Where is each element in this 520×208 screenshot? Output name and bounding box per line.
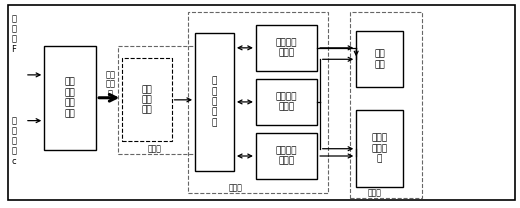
Bar (356, 110, 403, 187)
Bar (256, 25, 317, 71)
Text: 执行级: 执行级 (368, 188, 381, 197)
Text: 直线
电机: 直线 电机 (374, 50, 385, 69)
Text: 判断
决策
规划: 判断 决策 规划 (141, 85, 152, 115)
Text: 规划级: 规划级 (148, 144, 161, 153)
Bar (256, 79, 317, 125)
Bar (350, 12, 422, 198)
Text: 协调级: 协调级 (229, 184, 242, 193)
Text: 悬架解耦
控制器: 悬架解耦 控制器 (276, 92, 297, 112)
Bar (118, 46, 228, 154)
Bar (44, 46, 96, 150)
Text: 整车
主动
悬架
系统: 整车 主动 悬架 系统 (65, 78, 75, 118)
Text: 阻
尼
系
数
c: 阻 尼 系 数 c (11, 116, 17, 166)
Text: 协
调
控
制
器: 协 调 控 制 器 (212, 77, 217, 127)
Text: 能量管理
控制器: 能量管理 控制器 (276, 38, 297, 58)
Bar (356, 31, 403, 87)
Bar (256, 133, 317, 179)
Text: 传感
器信
号: 传感 器信 号 (105, 70, 115, 98)
Bar (122, 58, 172, 141)
Text: 电
磁
力
F: 电 磁 力 F (11, 15, 17, 54)
Bar (195, 33, 234, 171)
Bar (188, 12, 328, 193)
Text: 三级可
调阻尼
器: 三级可 调阻尼 器 (371, 134, 388, 164)
Text: 阻尼切换
控制器: 阻尼切换 控制器 (276, 146, 297, 166)
